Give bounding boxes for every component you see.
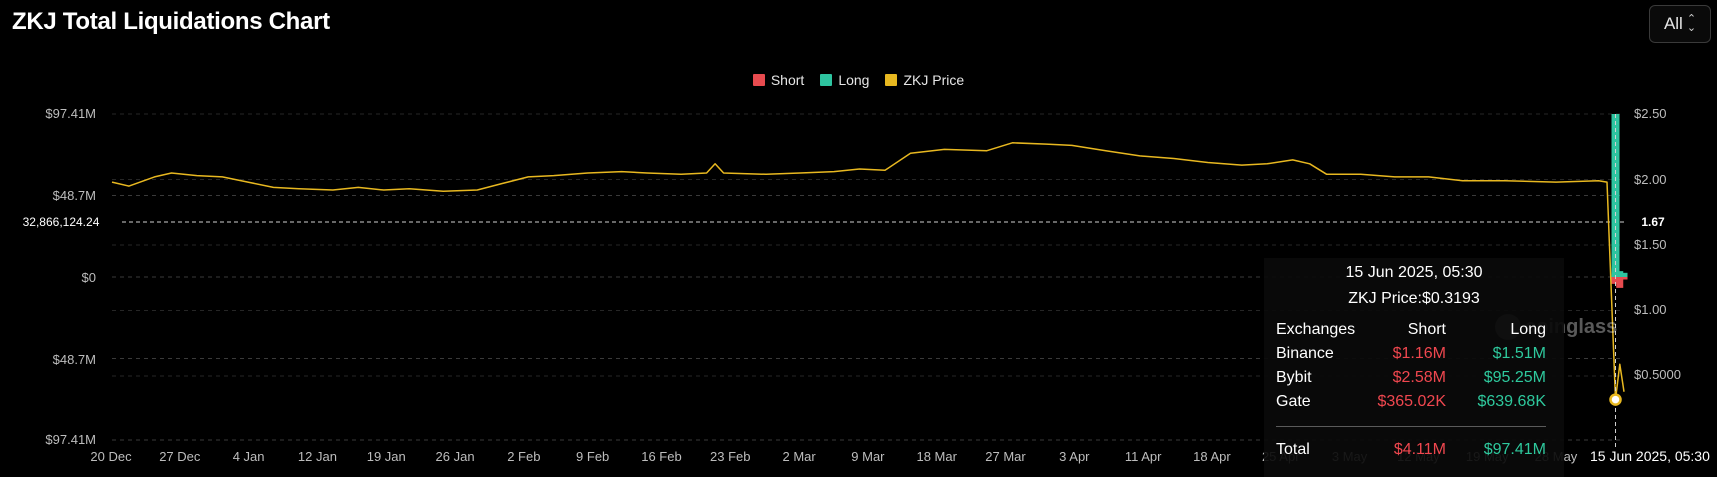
legend-swatch-price	[885, 74, 898, 86]
x-tick-label: 16 Feb	[641, 449, 682, 464]
x-tick-label: 27 Dec	[159, 449, 201, 464]
legend-label-long: Long	[838, 72, 870, 88]
long-bar	[1620, 272, 1628, 277]
tooltip-date: 15 Jun 2025, 05:30	[1345, 264, 1483, 281]
x-tick-label: 12 Jan	[297, 449, 337, 464]
left-tick-label: $0	[81, 270, 96, 285]
right-tick-label: $1.50	[1634, 237, 1667, 252]
tooltip-short-value: $1.16M	[1392, 345, 1446, 362]
short-bar	[1616, 277, 1624, 288]
crosshair-right-value: 1.67	[1626, 212, 1680, 231]
long-bar	[1616, 271, 1624, 277]
tooltip-short-value: $365.02K	[1377, 393, 1446, 410]
tooltip-exchange: Gate	[1276, 393, 1311, 410]
x-tick-label: 18 Mar	[916, 449, 957, 464]
price-point-marker	[1609, 393, 1622, 406]
tooltip-header-short: Short	[1407, 321, 1446, 338]
tooltip-total-long: $97.41M	[1483, 441, 1546, 458]
legend-item-long[interactable]: Long	[820, 72, 869, 88]
legend-item-short[interactable]: Short	[752, 72, 805, 88]
x-tick-label: 23 Feb	[710, 449, 751, 464]
right-tick-label: $2.00	[1634, 172, 1667, 187]
tooltip-total-label: Total	[1276, 441, 1310, 458]
x-tick-label: 27 Mar	[985, 449, 1026, 464]
tooltip-total-short: $4.11M	[1393, 441, 1446, 458]
tooltip-header-exchange: Exchanges	[1276, 321, 1356, 338]
right-tick-label: $1.00	[1634, 302, 1667, 317]
tooltip-total-row: Total $4.11M $97.41M	[1276, 441, 1546, 463]
x-tick-label: 9 Mar	[851, 449, 885, 464]
legend-label-short: Short	[770, 72, 805, 88]
short-bar	[1620, 277, 1628, 280]
left-tick-label: $48.7M	[52, 188, 96, 203]
tooltip-header-row: Exchanges Short Long	[1276, 321, 1546, 343]
left-tick-label: $97.41M	[45, 106, 96, 121]
right-tick-label: $2.50	[1634, 106, 1667, 121]
x-tick-label: 26 Jan	[435, 449, 475, 464]
tooltip-row-gate: Gate $365.02K $639.68K	[1276, 393, 1546, 415]
long-bar	[1611, 114, 1620, 277]
x-tick-label: 20 Dec	[90, 449, 132, 464]
tooltip-row-bybit: Bybit $2.58M $95.25M	[1276, 369, 1546, 391]
tooltip-price: ZKJ Price:$0.3193	[1348, 290, 1480, 307]
tooltip-divider	[1276, 426, 1546, 427]
chart-legend: Short Long ZKJ Price	[0, 72, 1717, 88]
chart-tooltip: 15 Jun 2025, 05:30 ZKJ Price:$0.3193 Exc…	[1264, 258, 1564, 477]
tooltip-long-value: $95.25M	[1483, 369, 1546, 386]
page-title: ZKJ Total Liquidations Chart	[12, 8, 330, 35]
x-tick-label: 2 Mar	[782, 449, 816, 464]
x-tick-label: 11 Apr	[1124, 449, 1162, 464]
x-tick-label: 2 Feb	[507, 449, 541, 464]
x-tick-label: 3 Apr	[1059, 449, 1090, 464]
left-tick-label: $48.7M	[52, 352, 96, 367]
x-tick-label: 19 Jan	[366, 449, 406, 464]
tooltip-long-value: $1.51M	[1492, 345, 1546, 362]
x-tick-label: 18 Apr	[1193, 449, 1231, 464]
price-line	[111, 142, 1625, 401]
tooltip-exchange: Bybit	[1276, 369, 1312, 386]
legend-swatch-short	[752, 74, 765, 86]
tooltip-header-long: Long	[1510, 321, 1546, 338]
short-bar	[1611, 277, 1620, 284]
tooltip-short-value: $2.58M	[1392, 369, 1446, 386]
x-tick-label: 9 Feb	[576, 449, 610, 464]
tooltip-long-value: $639.68K	[1477, 393, 1546, 410]
range-select-value: All	[1663, 14, 1683, 33]
legend-label-price: ZKJ Price	[903, 72, 965, 88]
right-tick-label: $0.5000	[1634, 367, 1681, 382]
left-tick-label: $97.41M	[45, 432, 96, 447]
chevron-updown-icon: ⌃ ⌄	[1686, 13, 1697, 34]
tooltip-row-binance: Binance $1.16M $1.51M	[1276, 345, 1546, 367]
legend-item-price[interactable]: ZKJ Price	[885, 72, 964, 88]
x-tick-label: 4 Jan	[232, 449, 265, 464]
range-select[interactable]: All ⌃ ⌄	[1649, 5, 1711, 43]
crosshair-date: 15 Jun 2025, 05:30	[1588, 448, 1712, 464]
crosshair-left-value: 32,866,124.24	[0, 212, 122, 231]
legend-swatch-long	[820, 74, 833, 86]
tooltip-exchange: Binance	[1276, 345, 1334, 362]
